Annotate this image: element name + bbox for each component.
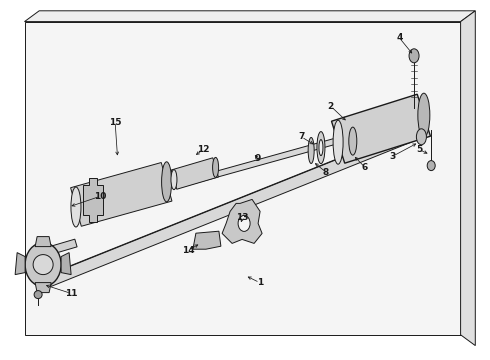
Text: 8: 8: [323, 167, 329, 176]
Polygon shape: [47, 124, 429, 286]
Ellipse shape: [349, 127, 357, 155]
Text: 2: 2: [328, 102, 334, 111]
Ellipse shape: [319, 140, 323, 156]
Polygon shape: [50, 239, 77, 254]
Text: 9: 9: [254, 154, 261, 163]
Text: 6: 6: [362, 163, 368, 172]
Polygon shape: [71, 162, 172, 226]
Text: 5: 5: [416, 145, 422, 154]
Ellipse shape: [317, 132, 325, 163]
Ellipse shape: [308, 138, 314, 163]
Text: 4: 4: [396, 33, 403, 42]
Polygon shape: [332, 94, 430, 163]
Polygon shape: [24, 11, 475, 22]
Ellipse shape: [25, 243, 61, 287]
Text: 11: 11: [65, 289, 77, 298]
Text: 15: 15: [109, 118, 122, 127]
Text: 12: 12: [197, 145, 210, 154]
Ellipse shape: [71, 187, 81, 227]
Text: 7: 7: [298, 132, 305, 141]
Ellipse shape: [238, 215, 250, 231]
Ellipse shape: [418, 93, 430, 137]
Polygon shape: [175, 127, 378, 188]
Ellipse shape: [171, 170, 177, 190]
Ellipse shape: [409, 49, 419, 63]
Ellipse shape: [416, 129, 426, 145]
Text: 13: 13: [236, 213, 249, 222]
Text: 14: 14: [182, 246, 195, 255]
Ellipse shape: [333, 120, 343, 164]
Polygon shape: [35, 237, 51, 247]
Polygon shape: [461, 11, 475, 346]
Polygon shape: [193, 231, 221, 249]
Polygon shape: [83, 178, 103, 222]
Polygon shape: [61, 253, 71, 275]
Polygon shape: [171, 158, 219, 189]
Polygon shape: [24, 22, 461, 335]
Text: 3: 3: [389, 152, 395, 161]
Text: 10: 10: [94, 192, 107, 201]
Text: 1: 1: [257, 278, 263, 287]
Polygon shape: [222, 199, 262, 243]
Polygon shape: [15, 253, 25, 275]
Ellipse shape: [34, 291, 42, 298]
Ellipse shape: [213, 157, 219, 177]
Polygon shape: [35, 283, 51, 293]
Ellipse shape: [162, 162, 172, 202]
Ellipse shape: [33, 255, 53, 275]
Ellipse shape: [427, 161, 435, 171]
